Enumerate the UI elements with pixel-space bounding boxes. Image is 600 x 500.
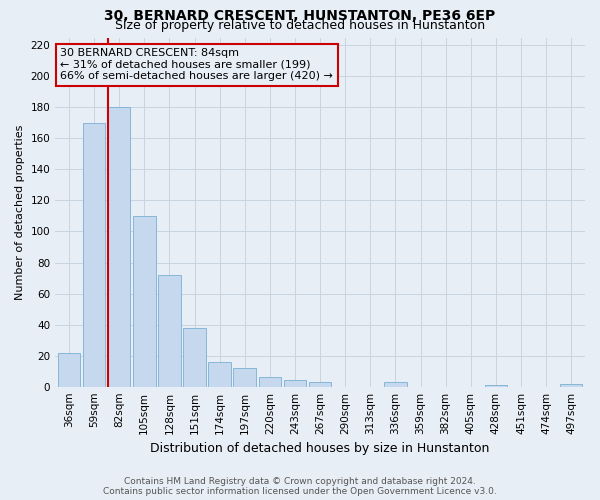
Bar xyxy=(133,216,155,386)
Text: 30 BERNARD CRESCENT: 84sqm
← 31% of detached houses are smaller (199)
66% of sem: 30 BERNARD CRESCENT: 84sqm ← 31% of deta… xyxy=(61,48,334,81)
Bar xyxy=(158,275,181,386)
Text: 30, BERNARD CRESCENT, HUNSTANTON, PE36 6EP: 30, BERNARD CRESCENT, HUNSTANTON, PE36 6… xyxy=(104,9,496,23)
Bar xyxy=(183,328,206,386)
Bar xyxy=(233,368,256,386)
Bar xyxy=(259,378,281,386)
Bar xyxy=(208,362,231,386)
Y-axis label: Number of detached properties: Number of detached properties xyxy=(15,124,25,300)
Bar xyxy=(108,108,130,386)
Bar xyxy=(384,382,407,386)
Text: Contains HM Land Registry data © Crown copyright and database right 2024.
Contai: Contains HM Land Registry data © Crown c… xyxy=(103,476,497,496)
Bar xyxy=(284,380,306,386)
X-axis label: Distribution of detached houses by size in Hunstanton: Distribution of detached houses by size … xyxy=(151,442,490,455)
Bar xyxy=(560,384,583,386)
Bar xyxy=(58,352,80,386)
Bar xyxy=(83,123,106,386)
Text: Size of property relative to detached houses in Hunstanton: Size of property relative to detached ho… xyxy=(115,18,485,32)
Bar xyxy=(309,382,331,386)
Bar xyxy=(485,385,507,386)
